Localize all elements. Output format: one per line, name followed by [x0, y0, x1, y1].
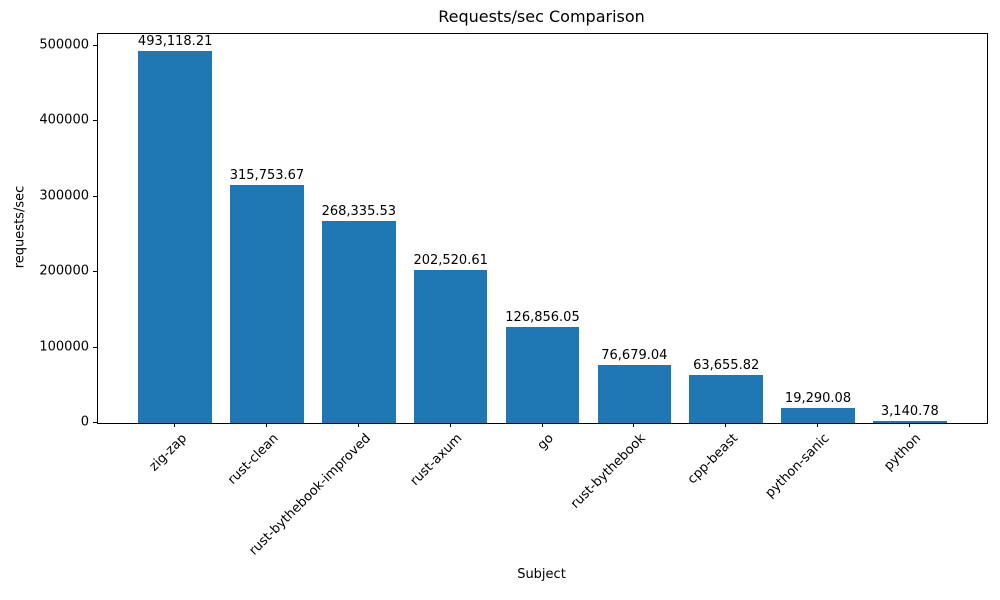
x-tick-mark	[265, 423, 267, 427]
bar-go	[505, 327, 580, 423]
y-tick-label: 400000	[39, 112, 89, 128]
bar-cpp-beast	[689, 375, 763, 423]
bar-value-label: 493,118.21	[137, 34, 213, 50]
bar-zig-zap	[138, 51, 212, 423]
y-tick-mark	[93, 422, 97, 423]
x-tick-mark	[908, 423, 910, 427]
x-tick-label-python-sanic: python-sanic	[762, 431, 833, 501]
bar-rust-bythebook	[597, 365, 672, 423]
bar-value-label: 19,290.08	[784, 391, 852, 407]
y-tick-mark	[93, 346, 97, 348]
bar-value-label: 3,140.78	[880, 403, 939, 419]
y-tick-label: 500000	[39, 37, 89, 53]
y-tick-label: 300000	[39, 188, 89, 204]
chart-title: Requests/sec Comparison	[438, 7, 645, 26]
bar-value-label: 268,335.53	[321, 203, 397, 219]
x-tick-mark	[449, 423, 451, 427]
x-tick-mark	[633, 423, 635, 427]
x-tick-mark	[541, 423, 543, 427]
y-tick-mark	[93, 195, 97, 197]
x-tick-label-zig-zap: zig-zap	[146, 431, 190, 475]
plot-area: 493,118.21 315,753.67 268,335.53 202,520.61…	[97, 33, 988, 424]
y-tick-mark	[93, 120, 97, 122]
x-tick-label-rust-axum: rust-axum	[407, 431, 466, 489]
bar-value-label: 63,655.82	[693, 358, 760, 374]
y-tick-label: 200000	[39, 263, 89, 279]
x-tick-label-python: python	[881, 431, 925, 474]
bar-python	[873, 420, 947, 423]
x-tick-mark	[817, 423, 819, 427]
y-tick-label: 0	[80, 414, 89, 430]
x-tick-label-rust-clean: rust-clean	[224, 431, 282, 488]
y-tick-mark	[93, 271, 97, 273]
bar-value-label: 315,753.67	[229, 167, 305, 183]
bar-rust-axum	[413, 270, 488, 423]
x-tick-label-go: go	[535, 431, 558, 454]
bar-value-label: 76,679.04	[601, 348, 668, 364]
x-axis-label: Subject	[517, 567, 566, 582]
x-tick-mark	[725, 423, 727, 427]
bar-value-label: 126,856.05	[505, 310, 580, 326]
bar-value-label: 202,520.61	[413, 253, 488, 269]
x-tick-label-rust-bythebook: rust-bythebook	[568, 431, 649, 512]
y-tick-label: 100000	[39, 339, 89, 355]
bar-rust-bythebook-improved	[322, 220, 396, 423]
bar-python-sanic	[781, 408, 855, 423]
y-tick-mark	[93, 44, 97, 46]
bar-rust-clean	[230, 184, 304, 423]
x-tick-label-cpp-beast: cpp-beast	[684, 431, 741, 488]
x-tick-mark	[357, 423, 359, 427]
x-tick-mark	[174, 423, 176, 427]
